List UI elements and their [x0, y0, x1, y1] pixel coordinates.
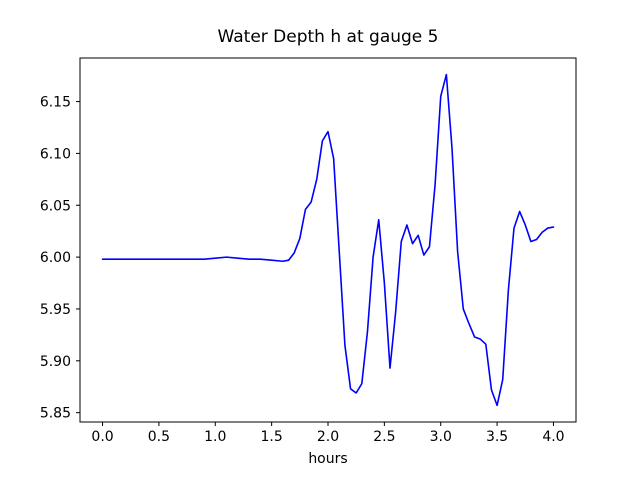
axes-frame [79, 57, 577, 423]
x-tick-label: 2.5 [373, 429, 395, 445]
y-tick-label: 6.05 [40, 198, 71, 214]
y-tick-label: 5.90 [40, 354, 71, 370]
x-tick-label: 3.5 [486, 429, 508, 445]
x-tick-label: 1.0 [204, 429, 226, 445]
x-tick-label: 0.0 [91, 429, 113, 445]
y-tick-label: 6.00 [40, 250, 71, 266]
y-tick-label: 6.10 [40, 146, 71, 162]
plot-area: 0.0 0.5 1.0 1.5 2.0 2.5 3.0 3.5 4.0 5.85 5.90 5.95 6… [40, 57, 577, 445]
chart-title: Water Depth h at gauge 5 [218, 27, 439, 47]
x-tick-label: 0.5 [148, 429, 170, 445]
y-tick-label: 5.85 [40, 406, 71, 422]
x-tick-label: 3.0 [430, 429, 452, 445]
y-tick-label: 6.15 [40, 95, 71, 111]
depth-line [101, 73, 555, 407]
y-tick-label: 5.95 [40, 302, 71, 318]
x-axis-label: hours [308, 451, 347, 467]
x-tick-label: 2.0 [317, 429, 339, 445]
x-tick-label: 4.0 [542, 429, 564, 445]
x-tick-label: 1.5 [261, 429, 283, 445]
